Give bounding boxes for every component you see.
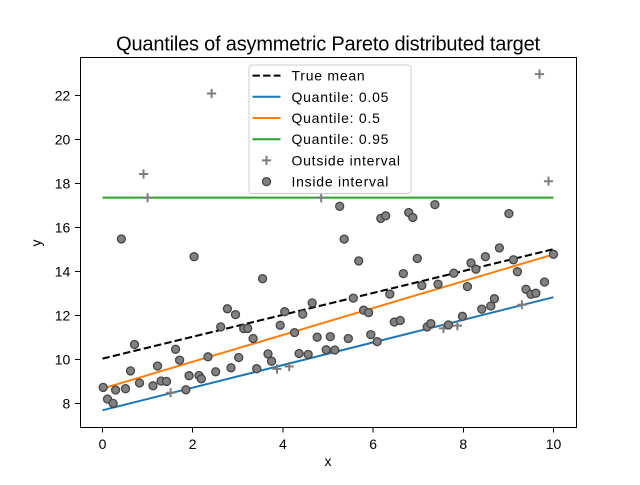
svg-text:2: 2 — [189, 436, 197, 452]
svg-text:16: 16 — [55, 219, 71, 235]
svg-text:12: 12 — [55, 307, 71, 323]
svg-text:True mean: True mean — [292, 68, 366, 84]
svg-text:0: 0 — [99, 436, 107, 452]
svg-text:6: 6 — [369, 436, 377, 452]
svg-text:14: 14 — [55, 263, 71, 279]
svg-text:Quantiles of asymmetric Pareto: Quantiles of asymmetric Pareto distribut… — [116, 34, 540, 56]
svg-text:Quantile: 0.95: Quantile: 0.95 — [292, 131, 390, 147]
svg-text:Inside interval: Inside interval — [292, 174, 390, 190]
svg-text:10: 10 — [546, 436, 562, 452]
svg-text:22: 22 — [55, 87, 71, 103]
svg-text:Quantile: 0.05: Quantile: 0.05 — [292, 89, 390, 105]
svg-text:Quantile: 0.5: Quantile: 0.5 — [292, 110, 381, 126]
svg-text:y: y — [28, 240, 44, 247]
svg-text:Outside interval: Outside interval — [292, 152, 401, 168]
svg-text:4: 4 — [279, 436, 287, 452]
svg-text:10: 10 — [55, 351, 71, 367]
svg-text:20: 20 — [55, 131, 71, 147]
svg-text:18: 18 — [55, 175, 71, 191]
svg-text:8: 8 — [459, 436, 467, 452]
svg-text:8: 8 — [63, 395, 71, 411]
svg-text:x: x — [325, 453, 332, 469]
